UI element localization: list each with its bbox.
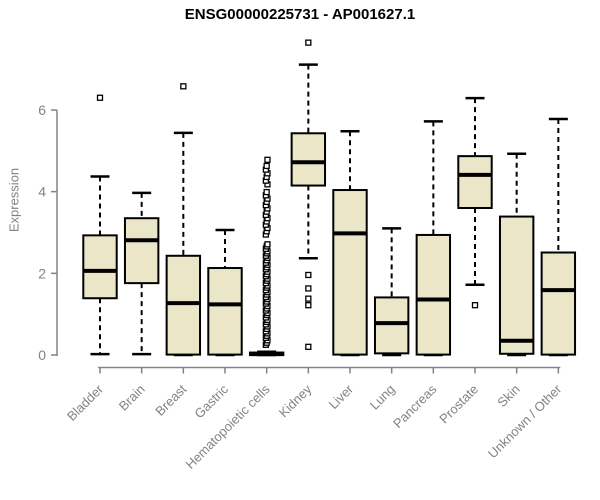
chart-title: ENSG00000225731 - AP001627.1 [184, 6, 416, 23]
outlier-point-prostate [471, 302, 479, 309]
outlier-point-hematopoietic-cells [264, 241, 271, 248]
outlier-point-hematopoietic-cells [263, 188, 270, 196]
outlier-point-kidney [305, 271, 312, 279]
box-rect-unknown-other [540, 251, 577, 356]
x-category-label-liver: Liver [326, 381, 357, 412]
y-tick-label: 0 [38, 347, 46, 363]
x-category-label-bladder: Bladder [64, 381, 107, 424]
box-rect-pancreas [415, 233, 452, 356]
outlier-point-bladder [96, 94, 104, 101]
outlier-point-kidney [305, 343, 312, 350]
x-category-label-breast: Breast [152, 381, 189, 418]
box-rect-bladder [82, 234, 118, 300]
box-rect-brain [123, 217, 160, 285]
box-rect-skin [498, 215, 535, 355]
box-rect-kidney [290, 132, 327, 187]
y-tick-label: 4 [38, 184, 46, 200]
y-tick-label: 6 [38, 102, 46, 118]
box-rect-liver [332, 189, 368, 356]
x-category-label-brain: Brain [116, 382, 148, 414]
y-tick-label: 2 [38, 265, 46, 281]
x-category-label-pancreas: Pancreas [390, 381, 440, 431]
box-rect-breast [165, 254, 202, 356]
outlier-point-hematopoietic-cells [264, 156, 271, 163]
outlier-point-kidney [305, 39, 312, 46]
x-category-label-lung: Lung [367, 382, 398, 413]
box-rect-gastric [207, 267, 243, 356]
outlier-point-kidney [305, 285, 312, 292]
x-category-label-skin: Skin [494, 382, 522, 410]
x-category-label-kidney: Kidney [276, 381, 315, 420]
outlier-point-kidney [305, 295, 312, 302]
outlier-point-kidney [305, 302, 312, 309]
box-rect-lung [373, 296, 410, 355]
box-rect-prostate [457, 155, 493, 210]
x-category-label-unknown-other: Unknown / Other [485, 381, 565, 461]
outlier-point-hematopoietic-cells [263, 162, 270, 170]
x-category-label-gastric: Gastric [191, 381, 231, 421]
outlier-point-breast [180, 83, 187, 90]
x-category-label-prostate: Prostate [436, 382, 481, 427]
